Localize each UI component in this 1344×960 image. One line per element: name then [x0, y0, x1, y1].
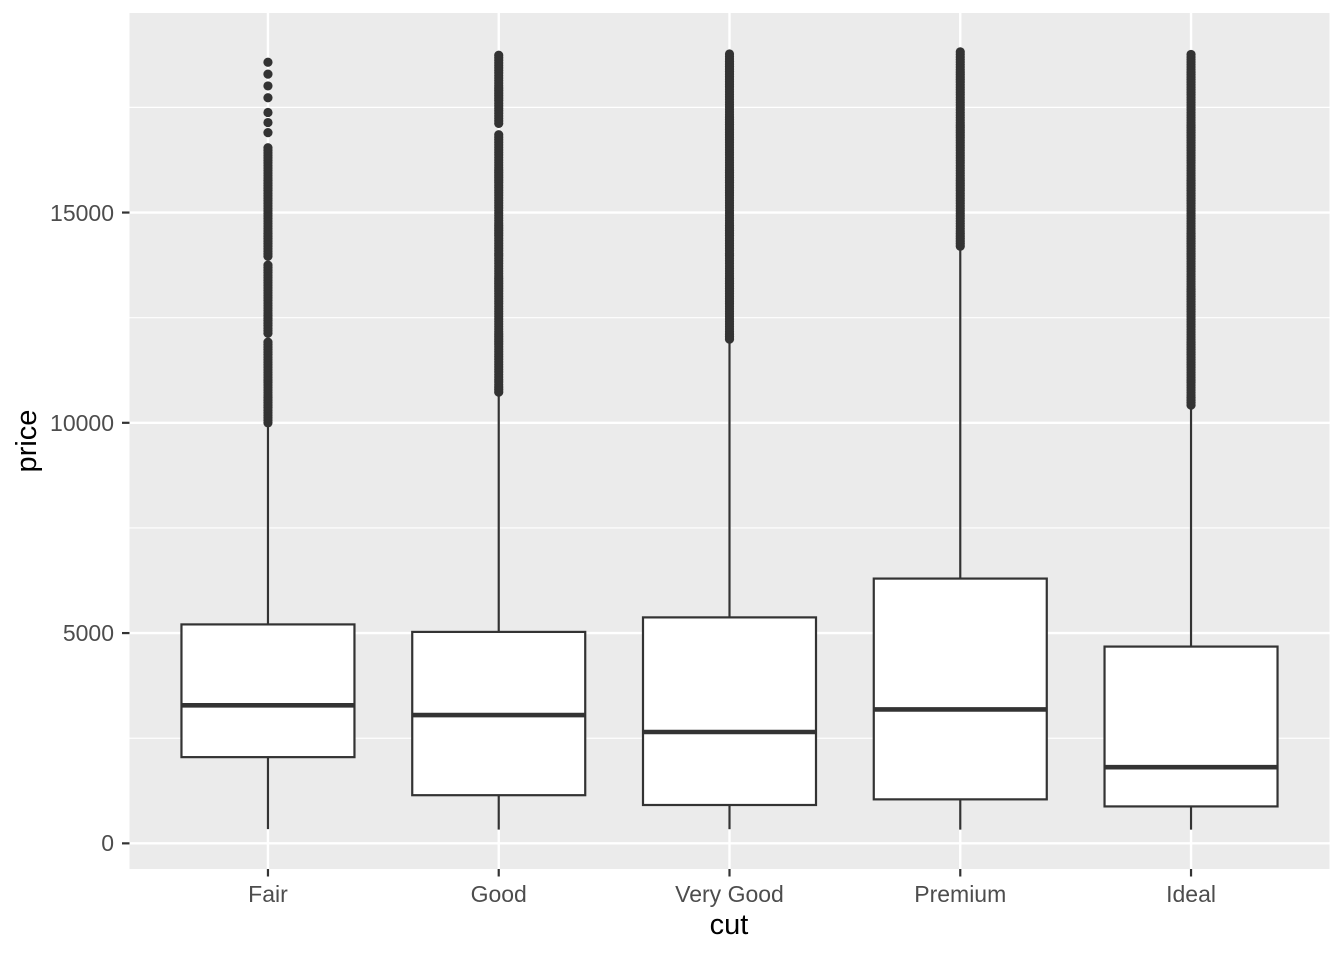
- y-tick-label: 15000: [50, 199, 114, 226]
- x-tick-label: Premium: [914, 881, 1007, 907]
- outlier-dot: [263, 57, 273, 67]
- outlier-dot: [263, 107, 273, 118]
- box-iqr: [180, 623, 356, 759]
- y-tick-label: 0: [101, 830, 114, 857]
- outlier-dot: [724, 49, 735, 59]
- outlier-dot: [263, 337, 273, 347]
- box-iqr: [1103, 645, 1279, 808]
- outlier-dot: [263, 93, 273, 103]
- box-iqr: [872, 577, 1048, 801]
- outlier-dot: [263, 128, 273, 138]
- y-tick-label: 10000: [50, 409, 114, 436]
- outlier-dot: [263, 69, 273, 79]
- box-iqr: [641, 616, 818, 807]
- outlier-dot: [494, 50, 504, 60]
- x-tick-label: Ideal: [1166, 881, 1216, 907]
- outlier-dot: [1186, 49, 1196, 60]
- y-tick-label: 5000: [62, 620, 114, 647]
- outlier-dot: [263, 117, 273, 128]
- x-tick-label: Fair: [248, 881, 288, 907]
- x-tick-label: Very Good: [675, 881, 784, 907]
- y-axis-title: price: [11, 409, 43, 473]
- x-tick-label: Good: [470, 881, 527, 907]
- outlier-dot: [263, 143, 273, 153]
- outlier-dot: [263, 260, 273, 270]
- outlier-dot: [955, 47, 965, 57]
- outlier-dot: [263, 81, 273, 91]
- outlier-dot: [494, 130, 504, 140]
- x-axis-title: cut: [709, 909, 749, 941]
